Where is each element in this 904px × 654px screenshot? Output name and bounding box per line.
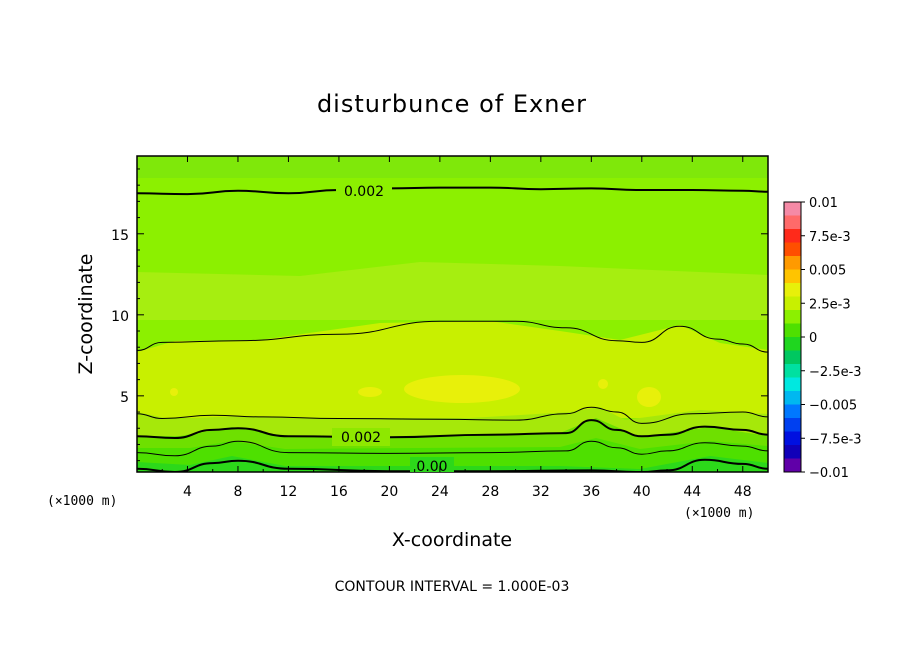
y-tick-label: 15: [111, 228, 129, 244]
x-tick-label: 20: [380, 484, 398, 500]
colorbar-swatch: [784, 445, 801, 459]
contour-label: 0.00: [416, 459, 447, 475]
colorbar: 0.01 7.5e-3 0.005 2.5e-3 0 −2.5e-3 −0.005 −7.5e…: [783, 196, 862, 481]
contour-label: 0.002: [344, 184, 384, 200]
x-tick-label: 28: [481, 484, 499, 500]
colorbar-swatch: [784, 350, 801, 365]
yellow-patch: [404, 375, 520, 403]
x-axis: 4 8 12 16 20 24 28 32 36 40 44 48: [161, 156, 752, 500]
y-axis-title: Z-coordinate: [75, 254, 97, 375]
contour-line: [137, 440, 768, 457]
x-tick-label: 32: [532, 484, 550, 500]
yellow-patch: [598, 379, 608, 389]
y-axis: 5 10 15: [111, 168, 768, 462]
colorbar-swatch: [784, 215, 801, 230]
colorbar-swatch: [784, 391, 801, 405]
upper-green-band: [137, 156, 768, 178]
x-tick-label: 16: [330, 484, 348, 500]
x-unit-label-left: (×1000 m): [47, 494, 117, 509]
contour-label-bg: [332, 428, 390, 446]
x-axis-title: X-coordinate: [392, 529, 512, 551]
yellow-patch: [358, 387, 382, 397]
x-tick-label: 40: [633, 484, 651, 500]
colorbar-swatch: [784, 296, 801, 311]
colorbar-swatch: [784, 242, 801, 257]
plot-area: [137, 156, 768, 472]
colorbar-label: 0.005: [809, 264, 846, 279]
colorbar-swatch: [784, 310, 801, 324]
contour-interval-note: CONTOUR INTERVAL = 1.000E-03: [335, 579, 570, 595]
x-tick-label: 44: [683, 484, 701, 500]
upper-light-band: [137, 262, 768, 320]
colorbar-swatch: [784, 323, 801, 338]
colorbar-swatch: [784, 404, 801, 419]
yellow-patches: [170, 375, 661, 407]
x-tick-label: 8: [233, 484, 242, 500]
x-tick-label: 4: [183, 484, 192, 500]
colorbar-label: −2.5e-3: [809, 365, 862, 380]
colorbar-label: 2.5e-3: [809, 297, 851, 312]
colorbar-swatch: [784, 431, 801, 446]
colorbar-label: 7.5e-3: [809, 230, 851, 245]
x-tick-label: 36: [582, 484, 600, 500]
contour-label: 0.002: [341, 430, 381, 446]
yellow-patch: [170, 388, 178, 396]
contour-lines: [137, 186, 768, 472]
contour-line: [137, 458, 768, 472]
colorbar-swatch: [784, 229, 801, 243]
x-tick-label: 12: [280, 484, 298, 500]
colorbar-label: 0: [809, 331, 817, 346]
colorbar-swatch: [784, 364, 801, 378]
chart-title: disturbunce of Exner: [317, 90, 587, 118]
contour-line: [137, 186, 768, 196]
colorbar-swatch: [784, 458, 801, 473]
x-unit-label-right: (×1000 m): [684, 506, 754, 521]
colorbar-label: −7.5e-3: [809, 432, 862, 447]
colorbar-label: 0.01: [809, 196, 838, 211]
colorbar-swatch: [784, 202, 801, 216]
contour-label-bg: [410, 457, 454, 472]
y-tick-label: 10: [111, 309, 129, 325]
colorbar-swatch: [784, 269, 801, 284]
colorbar-swatch: [784, 337, 801, 351]
colorbar-swatch: [784, 377, 801, 392]
contour-line: [137, 419, 768, 440]
contour-label-bg: [336, 181, 392, 199]
y-tick-label: 5: [120, 390, 129, 406]
contour-line: [137, 320, 768, 353]
x-tick-label: 24: [431, 484, 449, 500]
colorbar-swatch: [784, 256, 801, 270]
colorbar-label: −0.01: [809, 466, 849, 481]
yellow-patch: [637, 387, 661, 407]
x-tick-label: 48: [734, 484, 752, 500]
colorbar-swatch: [784, 283, 801, 297]
mid-yellow-band: [137, 321, 768, 418]
contour-line: [137, 406, 768, 424]
colorbar-swatch: [784, 418, 801, 432]
colorbar-label: −0.005: [809, 399, 857, 414]
